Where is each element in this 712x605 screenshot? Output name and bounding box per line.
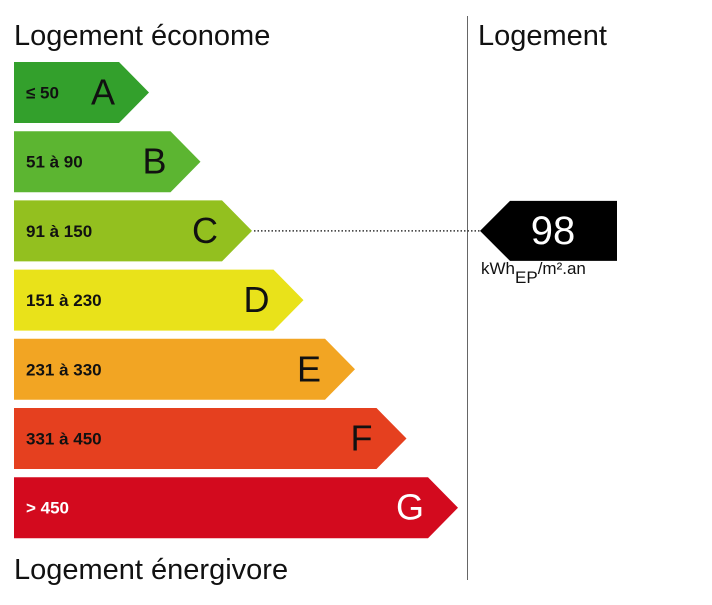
rating-range-a: ≤ 50 [26,84,59,103]
rating-bar-g [14,477,458,539]
rating-bar-c [14,200,252,262]
efficient-housing-label: Logement économe [14,20,271,52]
rating-range-g: > 450 [26,499,69,518]
energy-intensive-housing-label: Logement énergivore [14,554,289,586]
rating-letter-g: G [396,487,424,528]
rating-letter-d: D [244,279,270,320]
rating-bar-d [14,269,304,331]
column-divider [467,16,468,580]
housing-column-label: Logement [478,20,607,52]
rating-range-d: 151 à 230 [26,291,102,310]
rating-bar-a [14,62,149,123]
rating-letter-c: C [192,210,218,251]
rating-range-c: 91 à 150 [26,222,92,241]
rating-range-b: 51 à 90 [26,153,83,172]
rating-bar-b [14,131,201,193]
rating-range-f: 331 à 450 [26,430,102,449]
rating-letter-e: E [297,348,321,389]
rating-letter-f: F [351,418,373,459]
value-label: 98 [531,209,576,253]
rating-letter-b: B [142,141,166,182]
unit-label: kWhEP/m².an [481,259,586,287]
rating-letter-a: A [91,72,115,113]
value-marker [480,200,617,261]
rating-bar-f [14,408,407,469]
rating-bar-e [14,338,355,400]
rating-range-e: 231 à 330 [26,360,102,379]
